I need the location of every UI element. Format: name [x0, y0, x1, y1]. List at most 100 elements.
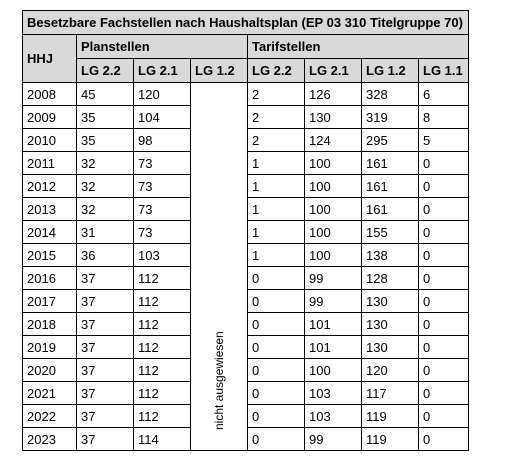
plan-lg22-cell: 37 — [76, 381, 134, 405]
tarif-lg22-cell: 0 — [247, 289, 305, 313]
tarif-lg21-cell: 100 — [304, 243, 362, 267]
tarif-lg21-cell: 130 — [304, 105, 362, 129]
tarif-lg21-cell: 124 — [304, 128, 362, 152]
plan-lg21-cell: 103 — [133, 243, 191, 267]
year-cell: 2018 — [22, 312, 77, 336]
tarif-lg22-cell: 2 — [247, 105, 305, 129]
tarif-lg22-cell: 0 — [247, 266, 305, 290]
tarif-lg12-cell: 295 — [361, 128, 419, 152]
tarif-lg12-cell: 319 — [361, 105, 419, 129]
tarif-lg12-cell: 117 — [361, 381, 419, 405]
tarif-lg12-cell: 130 — [361, 335, 419, 359]
tarif-lg11-cell: 0 — [417, 312, 470, 336]
tarif-lg12-cell: 130 — [361, 312, 419, 336]
plan-lg21-cell: 112 — [133, 381, 191, 405]
tarif-lg21-cell: 99 — [304, 266, 362, 290]
tarif-lg21-cell: 99 — [304, 289, 362, 313]
plan-lg22-cell: 37 — [76, 266, 134, 290]
year-header: HHJ — [22, 34, 77, 83]
tarif-lg21-cell: 100 — [304, 174, 362, 198]
tarif-lg21-cell: 100 — [304, 358, 362, 382]
plan-lg22-cell: 35 — [76, 105, 134, 129]
staff-positions-table: Besetzbare Fachstellen nach Haushaltspla… — [21, 10, 470, 451]
table-row: 2008 45 120 nicht ausgewiesen 2 126 328 6 — [22, 82, 470, 451]
not-reported-note: nicht ausgewiesen — [212, 331, 226, 430]
tarif-col-header: LG 1.2 — [361, 58, 419, 83]
plan-lg22-cell: 32 — [76, 151, 134, 175]
tarif-lg21-cell: 103 — [304, 381, 362, 405]
table-row: 2020 37 112 0 100 120 0 — [22, 358, 470, 382]
table-body: 2008 45 120 nicht ausgewiesen 2 126 328 6 2009 35… — [22, 82, 470, 451]
tarif-lg11-cell: 0 — [417, 289, 470, 313]
tarif-lg21-cell: 103 — [304, 404, 362, 428]
tarif-lg12-cell: 161 — [361, 151, 419, 175]
plan-lg22-cell: 37 — [76, 335, 134, 359]
tarif-lg22-cell: 1 — [247, 243, 305, 267]
plan-lg22-cell: 37 — [76, 289, 134, 313]
tarif-lg11-cell: 0 — [417, 335, 470, 359]
plan-lg22-cell: 37 — [76, 404, 134, 428]
year-cell: 2012 — [22, 174, 77, 198]
tarif-lg21-cell: 126 — [304, 82, 362, 106]
not-reported-cell: nicht ausgewiesen — [190, 82, 248, 451]
tarif-col-header: LG 1.1 — [417, 58, 470, 83]
year-cell: 2011 — [22, 151, 77, 175]
tarif-lg11-cell: 0 — [417, 174, 470, 198]
year-cell: 2014 — [22, 220, 77, 244]
plan-lg21-cell: 114 — [133, 427, 191, 451]
table-row: 2021 37 112 0 103 117 0 — [22, 381, 470, 405]
plan-col-header: LG 2.2 — [76, 58, 134, 83]
plan-lg22-cell: 45 — [76, 82, 134, 106]
plan-lg22-cell: 32 — [76, 197, 134, 221]
tarif-lg11-cell: 0 — [417, 220, 470, 244]
tarif-lg12-cell: 128 — [361, 266, 419, 290]
table-row: 2011 32 73 1 100 161 0 — [22, 151, 470, 175]
tarif-lg11-cell: 0 — [417, 381, 470, 405]
plan-lg21-cell: 73 — [133, 174, 191, 198]
plan-lg21-cell: 120 — [133, 82, 191, 106]
plan-lg22-cell: 31 — [76, 220, 134, 244]
tarif-lg12-cell: 161 — [361, 197, 419, 221]
tarif-lg11-cell: 8 — [417, 105, 470, 129]
tarif-lg21-cell: 100 — [304, 197, 362, 221]
tarif-lg22-cell: 2 — [247, 128, 305, 152]
tarif-lg21-cell: 100 — [304, 151, 362, 175]
tarif-lg11-cell: 0 — [417, 404, 470, 428]
table-row: 2012 32 73 1 100 161 0 — [22, 174, 470, 198]
year-cell: 2017 — [22, 289, 77, 313]
year-cell: 2022 — [22, 404, 77, 428]
tarif-lg11-cell: 0 — [417, 151, 470, 175]
tarif-lg22-cell: 1 — [247, 151, 305, 175]
tarif-lg22-cell: 0 — [247, 358, 305, 382]
plan-lg22-cell: 37 — [76, 312, 134, 336]
year-cell: 2009 — [22, 105, 77, 129]
table-row: 2013 32 73 1 100 161 0 — [22, 197, 470, 221]
plan-lg21-cell: 112 — [133, 266, 191, 290]
tarif-lg12-cell: 328 — [361, 82, 419, 106]
tarif-lg21-cell: 99 — [304, 427, 362, 451]
plan-lg21-cell: 112 — [133, 289, 191, 313]
tarifstellen-header: Tarifstellen — [246, 34, 470, 59]
tarif-lg21-cell: 101 — [304, 335, 362, 359]
year-cell: 2016 — [22, 266, 77, 290]
year-cell: 2021 — [22, 381, 77, 405]
plan-lg21-cell: 112 — [133, 404, 191, 428]
tarif-lg11-cell: 0 — [417, 266, 470, 290]
year-cell: 2020 — [22, 358, 77, 382]
tarif-lg12-cell: 155 — [361, 220, 419, 244]
tarif-lg22-cell: 1 — [247, 197, 305, 221]
tarif-lg11-cell: 6 — [417, 82, 470, 106]
table-row: 2023 37 114 0 99 119 0 — [22, 427, 470, 451]
plan-lg22-cell: 37 — [76, 358, 134, 382]
year-cell: 2019 — [22, 335, 77, 359]
tarif-lg12-cell: 138 — [361, 243, 419, 267]
tarif-lg11-cell: 0 — [417, 243, 470, 267]
tarif-lg22-cell: 0 — [247, 381, 305, 405]
tarif-lg22-cell: 1 — [247, 174, 305, 198]
tarif-lg22-cell: 0 — [247, 427, 305, 451]
tarif-col-header: LG 2.2 — [247, 58, 305, 83]
tarif-lg12-cell: 130 — [361, 289, 419, 313]
year-cell: 2015 — [22, 243, 77, 267]
tarif-lg21-cell: 100 — [304, 220, 362, 244]
plan-lg21-cell: 112 — [133, 312, 191, 336]
